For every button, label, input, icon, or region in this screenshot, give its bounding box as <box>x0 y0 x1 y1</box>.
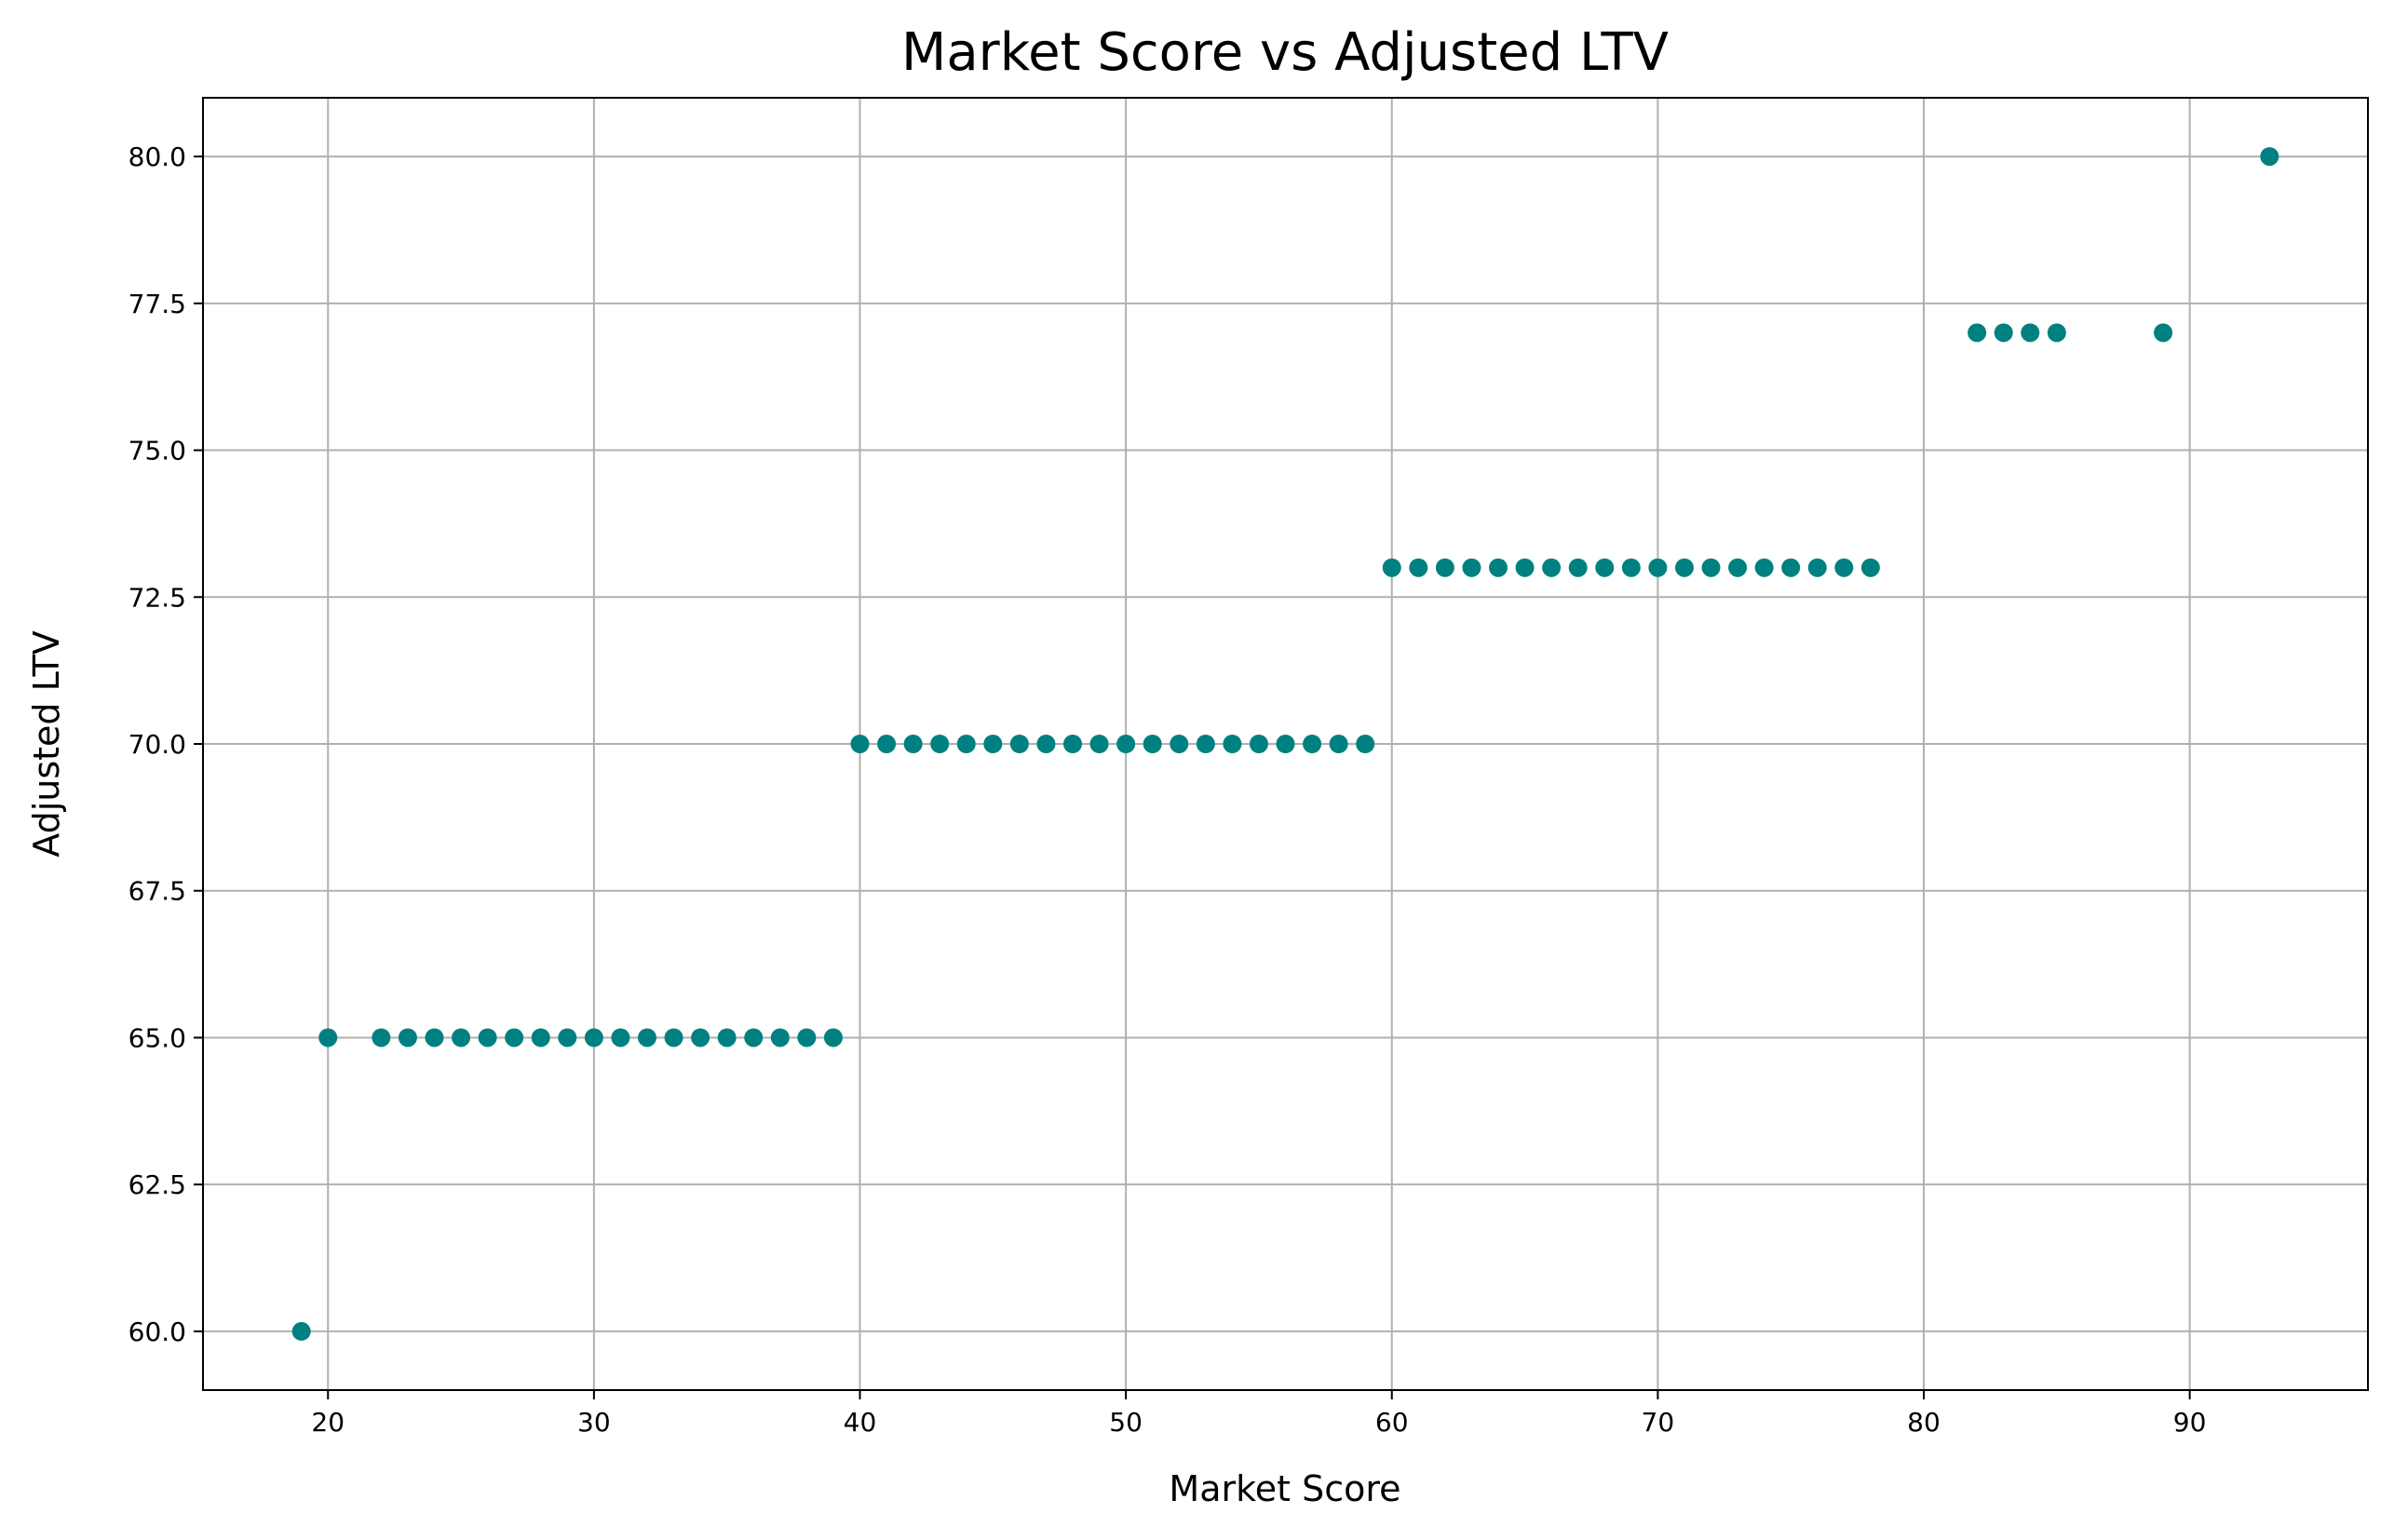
data-point <box>2154 323 2173 343</box>
data-point <box>956 735 976 753</box>
data-point <box>770 1028 790 1047</box>
data-point <box>877 735 897 753</box>
data-point <box>1143 735 1162 753</box>
chart-title: Market Score vs Adjusted LTV <box>901 22 1669 83</box>
data-point <box>1807 558 1827 577</box>
data-point <box>1062 735 1082 753</box>
data-point <box>1674 558 1694 577</box>
data-point <box>1489 558 1508 577</box>
data-point <box>611 1028 630 1047</box>
data-point <box>372 1028 391 1047</box>
data-point <box>1435 558 1454 577</box>
data-point <box>1568 558 1588 577</box>
data-point <box>1701 558 1721 577</box>
y-tick-label: 75.0 <box>128 436 186 466</box>
x-tick-label: 90 <box>2173 1407 2207 1438</box>
data-point <box>531 1028 550 1047</box>
data-point <box>1834 558 1854 577</box>
y-tick-label: 72.5 <box>128 582 186 613</box>
data-point <box>2047 323 2066 343</box>
plot-area-frame <box>202 97 2369 1391</box>
data-point <box>1994 323 2013 343</box>
data-point <box>1249 735 1268 753</box>
data-point <box>797 1028 817 1047</box>
data-point <box>2260 147 2279 167</box>
data-point <box>637 1028 656 1047</box>
data-point <box>425 1028 444 1047</box>
data-point <box>1409 558 1428 577</box>
data-point <box>1356 735 1375 753</box>
data-point <box>744 1028 764 1047</box>
data-point <box>478 1028 497 1047</box>
x-tick-label: 70 <box>1642 1407 1675 1438</box>
data-point <box>983 735 1003 753</box>
data-point <box>664 1028 683 1047</box>
y-axis-ticks: 60.0 62.5 65.0 67.5 70.0 72.5 75.0 77.5 80.0 <box>128 142 203 1347</box>
data-point <box>1621 558 1641 577</box>
data-point <box>1968 323 1987 343</box>
data-point <box>1170 735 1189 753</box>
y-tick-label: 67.5 <box>128 876 186 907</box>
data-point <box>1648 558 1668 577</box>
data-point <box>823 1028 843 1047</box>
y-tick-label: 80.0 <box>128 142 186 172</box>
data-point <box>1728 558 1748 577</box>
data-point <box>1116 735 1136 753</box>
data-point <box>903 735 923 753</box>
data-point <box>318 1028 338 1047</box>
data-point <box>1542 558 1562 577</box>
data-point <box>1382 558 1401 577</box>
data-point <box>1595 558 1615 577</box>
data-point <box>505 1028 524 1047</box>
data-point <box>1223 735 1242 753</box>
data-point <box>452 1028 471 1047</box>
data-point <box>717 1028 737 1047</box>
y-tick-label: 65.0 <box>128 1022 186 1053</box>
data-point <box>850 735 870 753</box>
data-point <box>558 1028 577 1047</box>
data-points <box>291 147 2279 1341</box>
x-tick-label: 20 <box>311 1407 345 1438</box>
data-point <box>398 1028 417 1047</box>
data-point <box>1781 558 1801 577</box>
y-tick-label: 70.0 <box>128 729 186 760</box>
data-point <box>1303 735 1322 753</box>
x-tick-label: 80 <box>1907 1407 1941 1438</box>
data-point <box>1009 735 1029 753</box>
data-point <box>1089 735 1109 753</box>
x-tick-label: 30 <box>577 1407 611 1438</box>
data-point <box>291 1321 311 1341</box>
data-point <box>1860 558 1880 577</box>
y-axis-label: Adjusted LTV <box>26 630 67 858</box>
x-tick-label: 40 <box>844 1407 877 1438</box>
x-tick-label: 50 <box>1109 1407 1143 1438</box>
data-point <box>1276 735 1295 753</box>
y-tick-label: 62.5 <box>128 1169 186 1200</box>
data-point <box>1462 558 1481 577</box>
data-point <box>691 1028 710 1047</box>
y-tick-label: 77.5 <box>128 289 186 319</box>
y-tick-label: 60.0 <box>128 1317 186 1347</box>
data-point <box>584 1028 603 1047</box>
data-point <box>930 735 950 753</box>
data-point <box>1329 735 1348 753</box>
data-point <box>2021 323 2040 343</box>
data-point <box>1036 735 1056 753</box>
x-axis-ticks: 20 30 40 50 60 70 80 90 <box>311 1390 2206 1438</box>
x-axis-label: Market Score <box>1169 1468 1400 1509</box>
x-tick-label: 60 <box>1375 1407 1409 1438</box>
data-point <box>1196 735 1215 753</box>
data-point <box>1754 558 1774 577</box>
data-point <box>1515 558 1535 577</box>
